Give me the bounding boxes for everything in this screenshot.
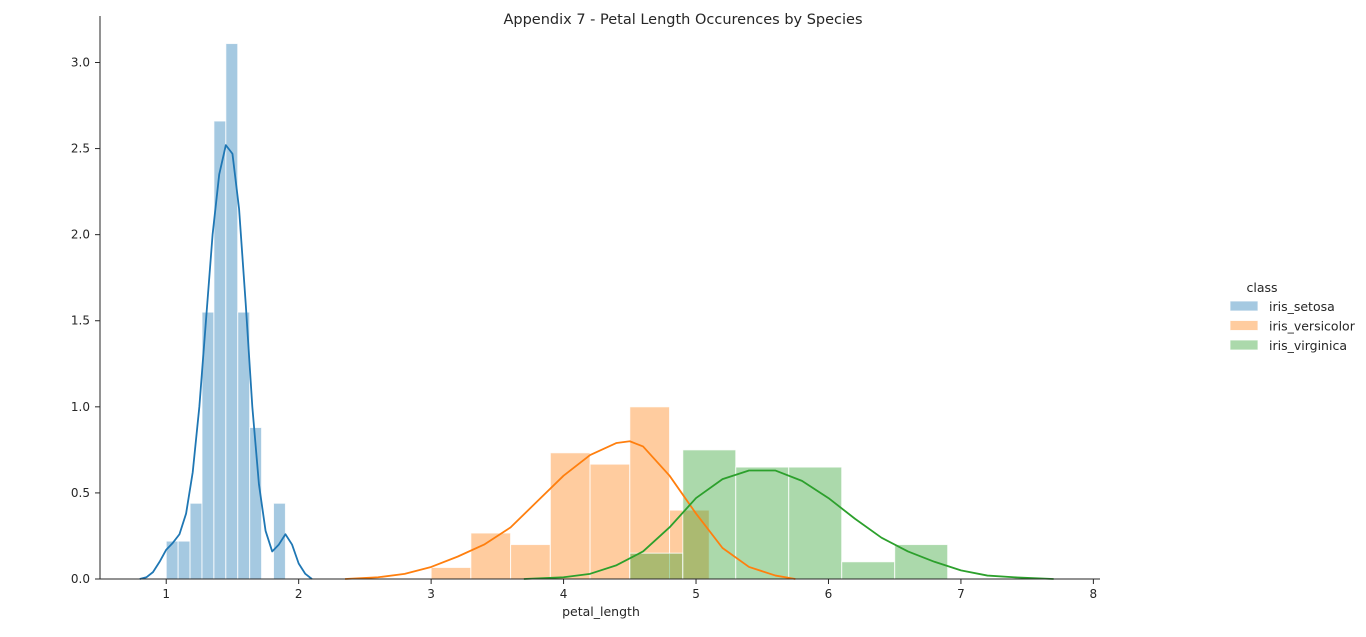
iris_virginica-legend-swatch [1229, 339, 1259, 351]
iris_virginica-bar [894, 544, 949, 580]
legend-title: class [1246, 280, 1277, 295]
chart-title: Appendix 7 - Petal Length Occurences by … [503, 12, 862, 28]
iris_setosa-legend-label: iris_setosa [1269, 299, 1335, 314]
x-tick-label: 1 [162, 587, 170, 601]
kde-curves [139, 144, 1054, 580]
iris_setosa-bar [177, 540, 191, 580]
legend: class iris_setosa iris_versicolor iris_vir… [1229, 280, 1356, 353]
iris_virginica-bar [629, 552, 684, 580]
x-tick-label: 3 [427, 587, 435, 601]
iris_versicolor-legend-label: iris_versicolor [1269, 319, 1356, 334]
y-tick-label: 0.5 [71, 486, 90, 500]
iris_virginica-bar [841, 561, 896, 580]
y-tick-label: 2.5 [71, 142, 90, 156]
iris_versicolor-bar [549, 452, 591, 580]
y-tick-label: 2.0 [71, 228, 90, 242]
x-tick-label: 4 [560, 587, 568, 601]
x-tick-label: 7 [957, 587, 965, 601]
iris_virginica-bar [788, 466, 843, 580]
iris_versicolor-kde-line [344, 440, 796, 580]
iris_virginica-bar [735, 466, 790, 580]
iris_setosa-bar [273, 502, 286, 580]
iris_virginica-bar [682, 449, 737, 580]
iris_versicolor-bar [510, 544, 551, 580]
iris_setosa-bar [225, 43, 239, 580]
x-axis-label: petal_length [562, 604, 640, 619]
x-tick-label: 2 [295, 587, 303, 601]
iris_versicolor-legend-swatch [1229, 320, 1259, 331]
x-tick-label: 5 [692, 587, 700, 601]
iris_setosa-kde-line [139, 144, 313, 580]
y-tick-label: 1.0 [71, 400, 90, 414]
x-tick-label: 8 [1090, 587, 1098, 601]
y-tick-label: 3.0 [71, 55, 90, 69]
y-tick-label: 0.0 [71, 572, 90, 586]
iris_setosa-legend-swatch [1229, 300, 1259, 312]
iris_setosa-bar [237, 311, 251, 580]
iris_versicolor-bar [629, 406, 671, 580]
iris_setosa-bar [213, 120, 227, 580]
iris_setosa-bar [189, 502, 203, 580]
axes: 1 2 3 4 5 6 7 8 0.0 0.5 1.0 1.5 2.0 2.5 3.0 [71, 16, 1100, 601]
x-tick-label: 6 [825, 587, 833, 601]
y-tick-label: 1.5 [71, 314, 90, 328]
iris_virginica-legend-label: iris_virginica [1269, 338, 1347, 353]
iris_versicolor-bar [430, 566, 472, 580]
iris_versicolor-bar [589, 463, 631, 580]
iris_virginica-kde-line [523, 469, 1054, 580]
